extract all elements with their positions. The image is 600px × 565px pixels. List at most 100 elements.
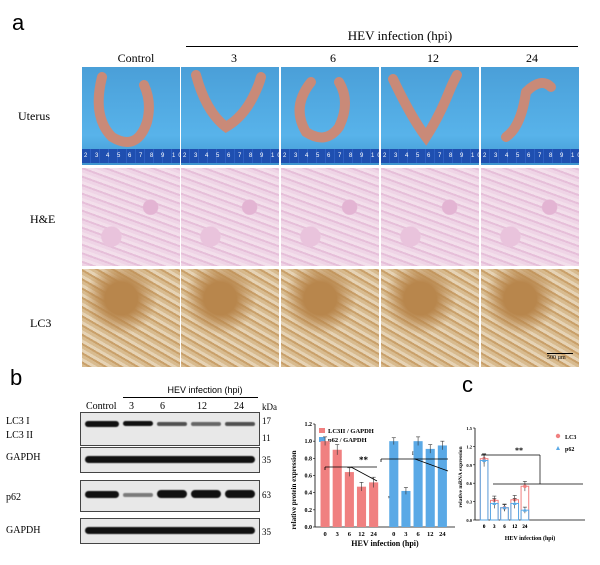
blot-label-gapdh-2: GAPDH xyxy=(6,525,41,536)
he-photo-6 xyxy=(281,168,379,266)
bar xyxy=(332,449,342,527)
y-tick-label: 0.6 xyxy=(305,474,313,480)
bar xyxy=(413,441,423,527)
data-point xyxy=(502,505,507,510)
he-photo-3 xyxy=(181,168,279,266)
legend-lc3: LC3 xyxy=(565,435,576,441)
x-tick-label: 6 xyxy=(348,531,352,538)
y-tick-label: 1.0 xyxy=(305,439,313,445)
row-lc3: LC3 xyxy=(30,316,52,330)
marker-35-2: 35 xyxy=(262,527,271,537)
chart-b: relative protein expression HEV infectio… xyxy=(290,422,455,548)
y-tick-label: 0.4 xyxy=(305,491,313,497)
bar xyxy=(520,485,530,521)
chart-c-ylabel: relative mRNA expression xyxy=(458,446,464,507)
bar xyxy=(479,458,489,521)
x-tick-label: 6 xyxy=(503,525,506,530)
blot-label-lc3i: LC3 I xyxy=(6,416,30,427)
bar xyxy=(479,460,489,521)
x-tick-label: 12 xyxy=(427,531,434,538)
legend-lc3ii: LC3II / GAPDH xyxy=(328,428,374,435)
column-control: Control xyxy=(117,51,155,65)
blot-label-gapdh-1: GAPDH xyxy=(6,452,41,463)
y-tick-label: 1.5 xyxy=(466,426,472,431)
legend-swatch-p62 xyxy=(319,437,325,442)
hev-header-b: HEV infection (hpi) xyxy=(167,385,243,395)
lane-12: 12 xyxy=(197,401,207,412)
lc3-photo-3 xyxy=(181,269,279,367)
blot-p62 xyxy=(80,480,260,512)
bar xyxy=(425,448,435,527)
row-he: H&E xyxy=(30,212,56,226)
x-tick-label: 12 xyxy=(358,531,365,538)
lc3-photo-6 xyxy=(281,269,379,367)
lc3-photo-12 xyxy=(381,269,479,367)
lane-24: 24 xyxy=(234,401,244,412)
he-photo-control xyxy=(82,168,180,266)
panel-c-letter: c xyxy=(462,372,473,397)
bar xyxy=(389,441,399,527)
blot-gapdh-2 xyxy=(80,518,260,544)
column-24: 24 xyxy=(526,51,538,65)
y-tick-label: 0.6 xyxy=(466,481,472,486)
bar xyxy=(401,490,411,527)
data-point xyxy=(512,501,517,505)
panel-b-letter: b xyxy=(10,365,23,390)
x-tick-label: 0 xyxy=(483,525,486,530)
bar xyxy=(356,486,367,527)
chart-c-xlabel: HEV infection (hpi) xyxy=(505,535,556,542)
legend-marker-p62 xyxy=(556,446,560,450)
x-tick-label: 0 xyxy=(483,525,486,530)
x-tick-label: 12 xyxy=(512,525,518,530)
x-tick-label: 12 xyxy=(512,525,518,530)
legend-swatch-lc3ii xyxy=(319,428,325,433)
chart-b-ylabel: relative protein expression xyxy=(290,450,298,529)
x-tick-label: 24 xyxy=(370,531,377,538)
x-tick-label: 3 xyxy=(493,525,496,530)
uterus-photo-6: 2 3 4 5 6 7 8 9 10 11 12 xyxy=(281,67,379,165)
marker-35-1: 35 xyxy=(262,455,271,465)
uterus-photo-24: 2 3 4 5 6 7 8 9 10 11 12 xyxy=(481,67,579,165)
y-tick-label: 0.9 xyxy=(466,463,472,468)
y-tick-label: 1.2 xyxy=(466,444,472,449)
panel-a-letter: a xyxy=(12,10,25,35)
y-tick-label: 0.0 xyxy=(466,518,472,523)
sig-bracket xyxy=(414,458,449,472)
column-6: 6 xyxy=(330,51,336,65)
ruler: 2 3 4 5 6 7 8 9 10 11 12 xyxy=(82,149,180,163)
bar xyxy=(344,472,354,527)
row-uterus: Uterus xyxy=(18,109,50,123)
uterus-photo-3: 2 3 4 5 6 7 8 9 10 11 12 xyxy=(181,67,279,165)
he-photo-24 xyxy=(481,168,579,266)
legend-marker-lc3 xyxy=(555,433,561,439)
ruler: 2 3 4 5 6 7 8 9 10 11 12 xyxy=(181,149,279,163)
y-tick-label: 0.2 xyxy=(305,508,313,514)
sig-b-lc3: ** xyxy=(359,455,369,465)
column-12: 12 xyxy=(427,51,439,65)
bar xyxy=(437,445,447,527)
chart-b-xlabel: HEV infection (hpi) xyxy=(351,539,419,548)
uterus-photo-control: 2 3 4 5 6 7 8 9 10 11 12 xyxy=(82,67,180,165)
lane-6: 6 xyxy=(160,401,165,412)
column-3: 3 xyxy=(231,51,237,65)
data-point xyxy=(523,484,527,489)
blot-gapdh-1 xyxy=(80,447,260,473)
sig-bracket xyxy=(350,466,378,482)
blot-label-lc3ii: LC3 II xyxy=(6,430,33,441)
uterus-photo-12: 2 3 4 5 6 7 8 9 10 11 12 xyxy=(381,67,479,165)
marker-11: 11 xyxy=(262,433,271,443)
marker-63: 63 xyxy=(262,490,271,500)
blot-lc3 xyxy=(80,412,260,446)
scale-bar xyxy=(547,353,573,354)
x-tick-label: 24 xyxy=(439,531,446,538)
chart-c: relative mRNA expression HEV infection (… xyxy=(458,426,585,542)
blot-label-p62: p62 xyxy=(6,492,21,503)
ruler: 2 3 4 5 6 7 8 9 10 11 12 xyxy=(481,149,579,163)
legend-p62: p62 / GAPDH xyxy=(328,437,367,444)
y-tick-label: 0.3 xyxy=(466,500,472,505)
x-tick-label: 3 xyxy=(336,531,340,538)
lc3-photo-24: 500 µm xyxy=(481,269,579,367)
bar xyxy=(320,441,330,527)
data-point xyxy=(492,501,497,505)
kda-label: kDa xyxy=(262,402,277,412)
